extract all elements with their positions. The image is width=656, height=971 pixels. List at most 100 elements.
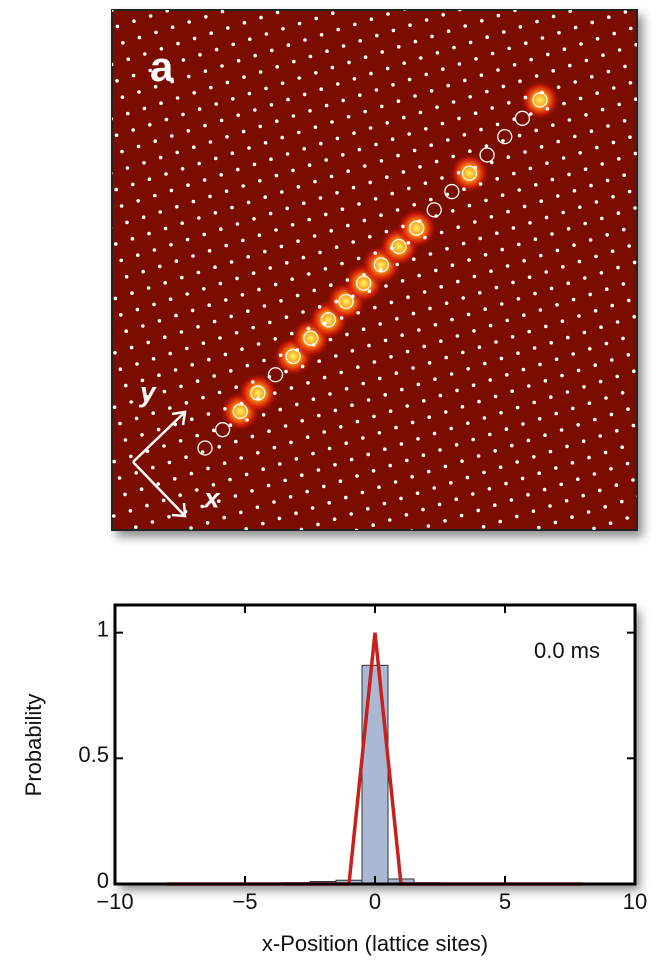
lattice-site — [117, 531, 121, 535]
lattice-site — [168, 406, 172, 410]
lattice-site — [224, 189, 229, 193]
lattice-site — [361, 327, 366, 332]
lattice-site — [615, 429, 619, 433]
lattice-site — [148, 123, 152, 127]
lattice-site — [571, 406, 575, 411]
lattice-site — [290, 331, 294, 336]
lattice-site — [305, 435, 310, 440]
lattice-site — [598, 379, 603, 384]
lattice-site — [220, 10, 225, 14]
lattice-site — [367, 289, 372, 294]
lattice-site — [267, 429, 271, 434]
lattice-site — [349, 457, 354, 462]
lattice-site — [572, 189, 577, 193]
lattice-site — [412, 257, 416, 262]
lattice-site — [571, 352, 575, 356]
lattice-site — [273, 282, 278, 287]
lattice-site — [408, 23, 412, 28]
atom-marker — [532, 92, 548, 108]
lattice-site — [341, 98, 346, 103]
lattice-site — [253, 53, 257, 58]
lattice-site — [429, 143, 434, 147]
lattice-site — [219, 173, 223, 177]
lattice-site — [152, 302, 156, 307]
atom-marker — [356, 275, 372, 291]
lattice-site — [487, 487, 492, 491]
lattice-site — [538, 362, 542, 367]
lattice-site — [302, 201, 306, 205]
lattice-site — [292, 59, 296, 64]
lattice-site — [235, 222, 240, 226]
lattice-site — [456, 225, 461, 229]
lattice-site — [537, 417, 542, 421]
lattice-site — [434, 159, 439, 164]
lattice-site — [440, 121, 445, 126]
lattice-site — [129, 400, 133, 404]
lattice-site — [339, 316, 344, 320]
lattice-site — [192, 36, 197, 41]
lattice-site — [452, 45, 456, 50]
lattice-site — [207, 357, 211, 362]
lattice-site — [631, 423, 636, 428]
lattice-site — [214, 156, 218, 161]
lattice-site — [187, 74, 191, 79]
lattice-site — [466, 367, 471, 371]
lattice-site — [615, 320, 620, 324]
lattice-site — [351, 185, 356, 190]
lattice-site — [555, 303, 559, 307]
lattice-site — [631, 478, 635, 482]
lattice-site — [306, 326, 311, 331]
lattice-site — [598, 488, 602, 493]
lattice-site — [593, 309, 598, 313]
lattice-site — [284, 369, 288, 374]
lattice-site — [589, 129, 594, 133]
lattice-site — [142, 106, 147, 111]
lattice-site — [335, 191, 339, 195]
lattice-site — [162, 389, 167, 394]
lattice-site — [325, 49, 329, 53]
lattice-site — [546, 52, 550, 57]
lattice-site — [489, 269, 493, 274]
lattice-site — [135, 307, 140, 312]
lattice-site — [476, 508, 481, 513]
lattice-site — [642, 511, 646, 515]
lattice-site — [182, 4, 186, 8]
lattice-site — [224, 298, 228, 302]
lattice-site — [340, 261, 344, 266]
atom-image — [107, 4, 646, 535]
plot-frame — [113, 603, 637, 886]
lattice-site — [377, 431, 382, 435]
lattice-site — [417, 273, 422, 278]
lattice-site — [633, 206, 637, 210]
lattice-site — [611, 195, 615, 199]
lattice-site — [598, 434, 602, 438]
lattice-site — [201, 395, 205, 400]
lattice-site — [361, 436, 365, 440]
lattice-site — [390, 137, 395, 141]
lattice-site — [114, 187, 118, 192]
lattice-site — [504, 427, 509, 432]
lattice-site — [356, 311, 361, 315]
lattice-site — [622, 119, 627, 123]
lattice-site — [277, 516, 282, 521]
lattice-site — [388, 409, 393, 414]
lattice-site — [576, 423, 580, 427]
lattice-site — [207, 249, 212, 253]
lattice-site — [556, 194, 560, 198]
lattice-site — [107, 443, 111, 447]
lattice-site — [400, 387, 404, 392]
lattice-site — [457, 116, 461, 121]
lattice-site — [461, 296, 466, 300]
lattice-site — [363, 55, 368, 59]
lattice-site — [245, 363, 250, 368]
lattice-site — [180, 275, 184, 280]
lattice-site — [301, 310, 305, 314]
lattice-site — [259, 15, 263, 20]
lattice-site — [252, 162, 257, 167]
lattice-site — [633, 151, 637, 156]
lattice-site — [314, 71, 318, 75]
lattice-site — [148, 14, 153, 18]
lattice-site — [113, 351, 117, 355]
lattice-site — [241, 238, 245, 243]
x-tick-label: 10 — [623, 889, 647, 914]
